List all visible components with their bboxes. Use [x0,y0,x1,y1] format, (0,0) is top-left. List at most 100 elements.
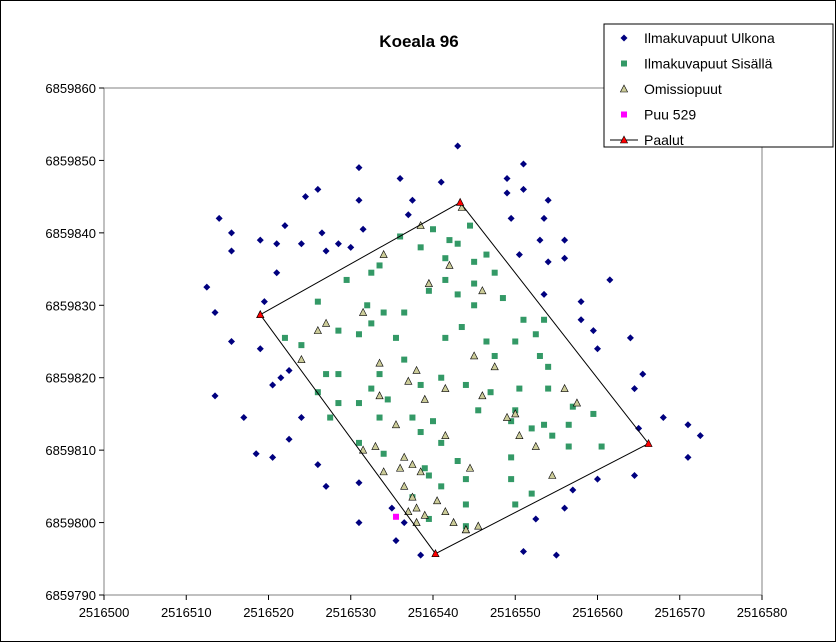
data-point [396,463,405,472]
data-point [503,189,511,197]
data-point [433,496,442,505]
data-point [416,467,425,476]
data-point [454,240,461,247]
data-point [441,431,450,439]
x-tick-label: 2516570 [654,605,705,620]
data-point [408,492,417,501]
data-point [456,197,465,206]
data-point [478,391,487,400]
data-point [626,334,634,342]
data-point [483,251,490,258]
data-point [323,371,330,378]
data-point [462,476,469,483]
data-point [544,196,552,204]
data-point [364,302,371,309]
data-point [355,479,363,487]
data-point [565,421,572,428]
data-point [589,327,597,335]
chart-title: Koeala 96 [379,32,458,51]
data-point [515,251,523,259]
data-point [404,376,413,385]
data-point [359,225,367,233]
data-point [487,389,494,396]
data-point [442,255,449,262]
series-puu-529 [392,513,399,520]
legend-marker [619,84,629,93]
series-ilmakuvapuut-ulkona [203,142,704,559]
data-point [696,432,704,440]
data-point [408,196,416,204]
data-point [256,310,265,319]
data-point [598,443,605,450]
series-layer [203,142,704,559]
data-point [572,398,582,407]
data-point [400,481,409,490]
data-point [508,476,515,483]
data-point [355,400,362,407]
data-point [594,475,601,483]
x-tick-label: 2516580 [737,605,788,620]
data-point [561,236,569,244]
data-point [376,371,383,378]
data-point [606,276,614,284]
data-point [512,501,519,508]
data-point [392,334,399,341]
data-point [380,450,387,457]
data-point [519,548,527,556]
data-point [355,164,363,172]
data-point [438,439,445,446]
data-point [565,443,572,450]
data-point [347,243,355,251]
data-point [211,309,219,317]
data-point [368,269,375,276]
data-point [541,421,548,428]
data-point [375,358,384,367]
series-paalut [256,197,653,558]
legend-item-omissiopuut: Omissiopuut [619,81,722,97]
data-point [327,414,334,421]
data-point [449,517,458,526]
data-point [507,214,515,222]
data-point [644,438,653,447]
data-point [445,260,454,269]
data-point [508,418,515,425]
x-tick-label: 2516540 [408,605,459,620]
data-point [532,331,539,338]
data-point [475,407,482,414]
data-point [335,327,342,334]
data-point [425,472,432,479]
data-point [412,517,421,526]
y-tick-label: 6859850 [45,153,96,168]
plot-area [103,87,763,596]
data-point [269,381,277,389]
data-point [483,338,490,345]
data-point [478,286,487,295]
legend: Ilmakuvapuut Ulkona Ilmakuvapuut Sisällä O… [603,23,834,148]
data-point [322,247,330,255]
data-point [417,381,424,388]
data-point [503,175,511,183]
data-point [318,229,326,237]
data-point [684,453,692,461]
data-point [458,324,465,331]
data-point [508,454,515,461]
data-point [314,185,322,193]
data-point [392,513,399,520]
data-point [358,307,368,316]
data-point [511,409,520,418]
data-point [281,334,288,341]
x-tick-label: 2516510 [161,605,212,620]
legend-label: Paalut [644,132,684,148]
data-point [454,142,462,150]
data-point [343,276,350,283]
data-point [548,470,557,479]
data-point [430,418,436,425]
y-tick-label: 6859830 [45,298,96,313]
legend-marker [619,135,629,144]
data-point [545,363,552,370]
data-point [442,276,449,283]
data-point [368,320,375,327]
data-point [396,175,404,183]
